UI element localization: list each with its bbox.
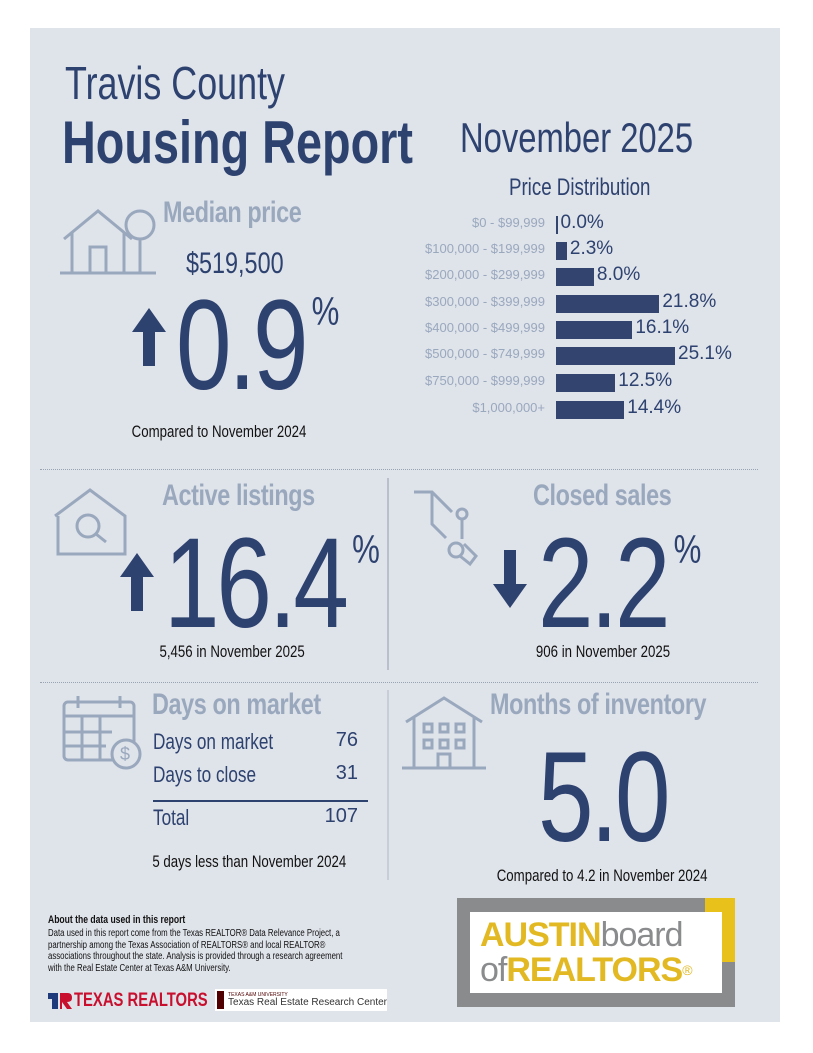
divider (387, 478, 389, 670)
active-listings-change: 16.4% (164, 520, 441, 648)
months-inventory-caption: Compared to 4.2 in November 2024 (496, 866, 708, 885)
price-bar (556, 216, 558, 234)
months-inventory-label: Months of inventory (490, 688, 707, 721)
price-bar (556, 268, 594, 286)
about-text-lines: Data used in this report come from the T… (48, 928, 343, 974)
price-range-label: $100,000 - $199,999 (425, 241, 545, 256)
total-divider (153, 800, 368, 802)
price-range-label: $200,000 - $299,999 (425, 267, 545, 282)
tamu-logo: TEXAS A&M UNIVERSITY Texas Real Estate R… (215, 989, 387, 1011)
price-bar (556, 321, 633, 339)
price-range-label: $400,000 - $499,999 (425, 320, 545, 335)
about-title: About the data used in this report (48, 914, 186, 926)
arrow-up-icon (120, 553, 154, 611)
price-bar-value: 12.5% (618, 370, 673, 391)
price-range-label: $500,000 - $749,999 (425, 346, 545, 361)
dom-caption: 5 days less than November 2024 (152, 852, 346, 871)
percent-sign: % (673, 528, 702, 572)
price-bar-value: 2.3% (569, 238, 614, 259)
dom-row: Days to close 31 (153, 762, 358, 787)
abor-logo: AUSTINboard ofREALTORS® (457, 898, 735, 1007)
price-bar-value: 25.1% (678, 343, 732, 364)
dom-row: Days on market 76 (153, 729, 358, 754)
months-inventory-value: 5.0 (538, 726, 671, 869)
county-title: Travis County (65, 57, 285, 109)
closed-sales-change-value: 2.2 (538, 512, 671, 655)
report-title: Housing Report (62, 109, 413, 176)
dom-total-row: Total 107 (153, 805, 358, 830)
calendar-dollar-icon: $ (62, 696, 142, 770)
house-search-icon (54, 488, 127, 556)
house-tree-icon (60, 209, 156, 275)
median-price-label: Median price (163, 196, 302, 229)
median-price-caption: Compared to November 2024 (131, 422, 307, 441)
arrow-up-icon (132, 308, 166, 366)
texas-realtors-mark (48, 993, 72, 1009)
price-bar-value: 0.0% (560, 212, 604, 233)
closed-sales-caption: 906 in November 2025 (535, 642, 671, 661)
percent-sign: % (352, 528, 380, 572)
price-range-label: $0 - $99,999 (471, 215, 545, 230)
price-range-label: $750,000 - $999,999 (425, 373, 545, 388)
price-bar-value: 21.8% (662, 291, 717, 312)
active-listings-label: Active listings (162, 479, 315, 512)
report-panel (30, 28, 780, 1022)
tamu-mark (217, 991, 225, 1009)
median-price-change: 0.9% (176, 282, 386, 410)
closed-sales-change: 2.2% (538, 520, 748, 648)
price-bar-value: 16.1% (635, 317, 690, 338)
arrow-down-icon (493, 550, 527, 608)
price-bar (556, 401, 625, 419)
report-period: November 2025 (460, 114, 694, 161)
percent-sign: % (311, 290, 340, 334)
hand-keys-icon (414, 490, 478, 567)
svg-text:$: $ (120, 744, 130, 764)
price-bar (556, 295, 660, 313)
median-price-value: $519,500 (186, 247, 284, 280)
price-range-label: $1,000,000+ (472, 400, 545, 415)
divider (40, 469, 758, 470)
price-bar-value: 8.0% (596, 264, 641, 285)
chart-title: Price Distribution (509, 174, 651, 201)
divider (387, 690, 389, 880)
days-on-market-label: Days on market (152, 688, 321, 721)
price-range-label: $300,000 - $399,999 (425, 294, 545, 309)
price-bar (556, 374, 616, 392)
texas-realtors-logo: TEXAS REALTORS (48, 990, 245, 1012)
median-price-change-value: 0.9 (176, 274, 309, 417)
apartment-building-icon (402, 696, 486, 770)
price-bar-value: 14.4% (627, 397, 682, 418)
active-listings-change-value: 16.4 (164, 512, 349, 655)
price-bar (556, 347, 675, 365)
price-bar (556, 242, 567, 260)
closed-sales-label: Closed sales (533, 479, 672, 512)
divider (40, 682, 758, 683)
active-listings-caption: 5,456 in November 2025 (159, 642, 305, 661)
